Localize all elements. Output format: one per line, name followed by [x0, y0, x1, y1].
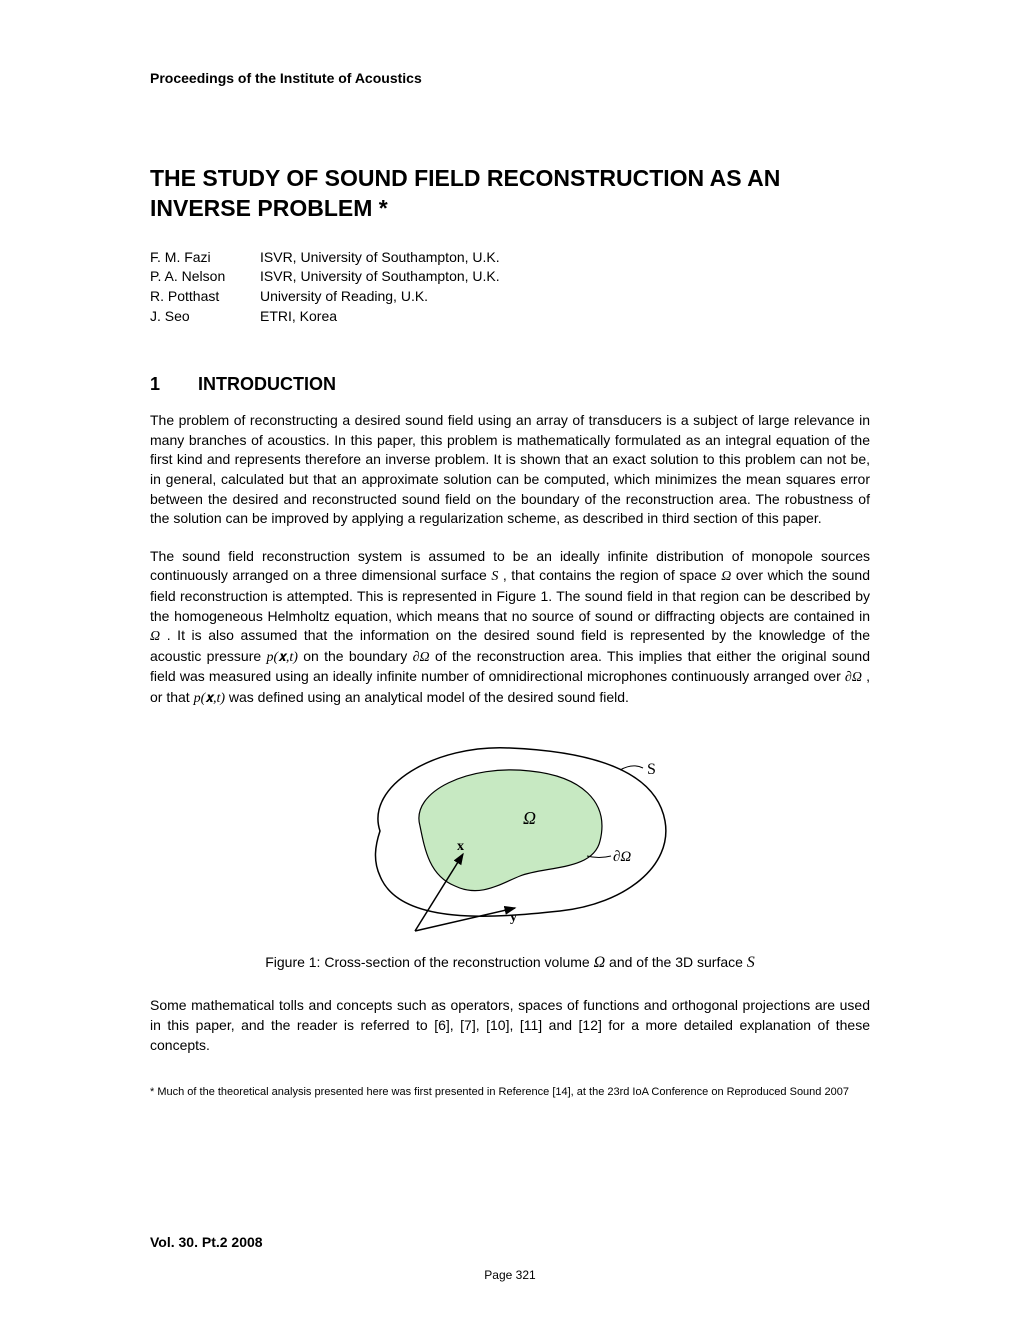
- author-row: F. M. Fazi ISVR, University of Southampt…: [150, 248, 870, 268]
- label-S: S: [647, 761, 656, 778]
- author-name: P. A. Nelson: [150, 267, 260, 287]
- paper-title: THE STUDY OF SOUND FIELD RECONSTRUCTION …: [150, 164, 870, 224]
- caption-text: Figure 1: Cross-section of the reconstru…: [265, 954, 593, 970]
- figure-svg: S Ω ∂Ω x y: [325, 726, 695, 946]
- paragraph-1: The problem of reconstructing a desired …: [150, 411, 870, 529]
- symbol-omega: Ω: [150, 629, 160, 644]
- symbol-domega: ∂Ω: [845, 670, 862, 685]
- figure-caption: Figure 1: Cross-section of the reconstru…: [265, 954, 755, 972]
- caption-text: and of the 3D surface: [605, 954, 747, 970]
- symbol-pxt: p(𝐱,t): [266, 650, 297, 665]
- author-list: F. M. Fazi ISVR, University of Southampt…: [150, 248, 870, 326]
- section-heading: 1INTRODUCTION: [150, 374, 870, 395]
- footnote: * Much of the theoretical analysis prese…: [150, 1085, 870, 1100]
- author-name: F. M. Fazi: [150, 248, 260, 268]
- symbol-domega: ∂Ω: [413, 650, 430, 665]
- volume-footer: Vol. 30. Pt.2 2008: [150, 1234, 263, 1250]
- symbol-omega: Ω: [594, 954, 606, 971]
- figure-1: S Ω ∂Ω x y Figure 1: Cross-section of th…: [150, 726, 870, 972]
- author-name: R. Potthast: [150, 287, 260, 307]
- author-row: J. Seo ETRI, Korea: [150, 307, 870, 327]
- symbol-S: S: [747, 954, 755, 971]
- symbol-omega: Ω: [721, 569, 731, 584]
- section-number: 1: [150, 374, 198, 395]
- label-omega: Ω: [523, 808, 536, 828]
- author-affiliation: ETRI, Korea: [260, 307, 337, 327]
- text-fragment: , that contains the region of space: [498, 567, 721, 583]
- text-fragment: was defined using an analytical model of…: [225, 689, 629, 705]
- label-x: x: [457, 839, 464, 854]
- author-name: J. Seo: [150, 307, 260, 327]
- author-affiliation: University of Reading, U.K.: [260, 287, 428, 307]
- page-number: Page 321: [0, 1268, 1020, 1282]
- author-row: R. Potthast University of Reading, U.K.: [150, 287, 870, 307]
- paragraph-3: Some mathematical tolls and concepts suc…: [150, 996, 870, 1055]
- symbol-pxt: p(𝐱,t): [194, 691, 225, 706]
- author-affiliation: ISVR, University of Southampton, U.K.: [260, 267, 500, 287]
- proceedings-header: Proceedings of the Institute of Acoustic…: [150, 70, 870, 86]
- label-y: y: [510, 910, 517, 925]
- paragraph-2: The sound field reconstruction system is…: [150, 547, 870, 709]
- author-row: P. A. Nelson ISVR, University of Southam…: [150, 267, 870, 287]
- label-domega: ∂Ω: [613, 849, 631, 865]
- callout-S: [620, 766, 643, 770]
- section-title: INTRODUCTION: [198, 374, 336, 394]
- text-fragment: on the boundary: [298, 648, 413, 664]
- author-affiliation: ISVR, University of Southampton, U.K.: [260, 248, 500, 268]
